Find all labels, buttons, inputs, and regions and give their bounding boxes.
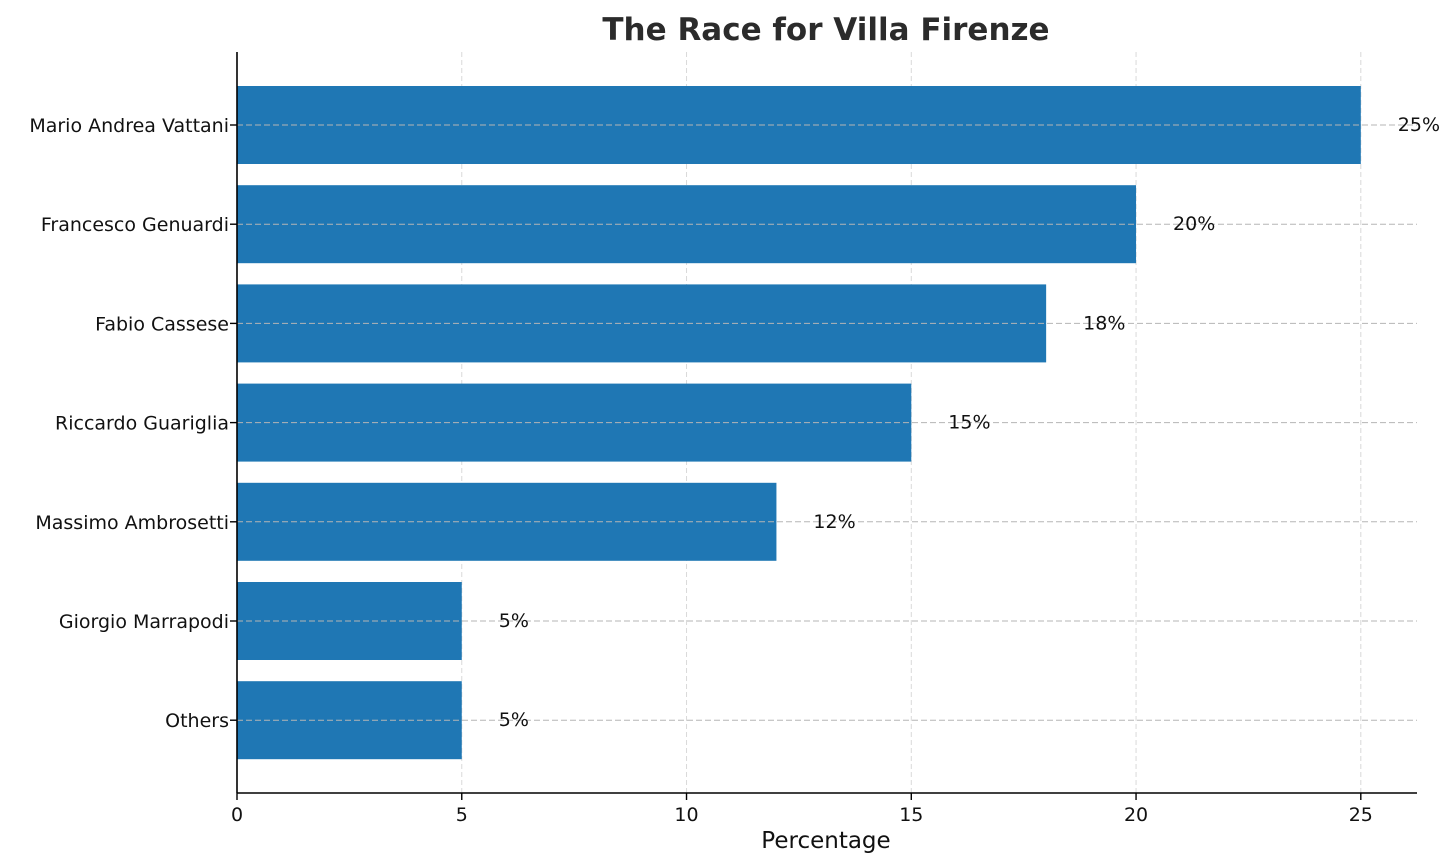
y-tick-label: Riccardo Guariglia	[55, 413, 229, 435]
bar	[237, 284, 1047, 363]
y-tick-label: Others	[165, 710, 229, 732]
y-tick-label: Massimo Ambrosetti	[35, 512, 229, 534]
axes-layer	[230, 52, 1417, 800]
y-tick-label: Mario Andrea Vattani	[29, 115, 229, 137]
y-tick-label: Giorgio Marrapodi	[59, 611, 229, 633]
x-axis-label: Percentage	[761, 828, 890, 854]
y-tick-label: Francesco Genuardi	[41, 214, 229, 236]
x-tick-label: 10	[674, 804, 698, 826]
labels-layer: 0 5 10 15 20 25 Mario Andrea Vattani Francesco …	[29, 114, 1440, 826]
y-tick-label: Fabio Cassese	[95, 313, 229, 335]
data-label: 20%	[1173, 213, 1215, 235]
x-tick-label: 0	[231, 804, 243, 826]
data-label: 25%	[1398, 114, 1440, 136]
chart-title: The Race for Villa Firenze	[602, 12, 1049, 48]
data-label: 5%	[499, 610, 529, 632]
x-tick-label: 20	[1124, 804, 1148, 826]
data-label: 5%	[499, 709, 529, 731]
data-label: 15%	[948, 412, 990, 434]
bar	[237, 482, 777, 561]
data-label: 12%	[813, 511, 855, 533]
x-tick-label: 5	[456, 804, 468, 826]
x-tick-label: 15	[899, 804, 923, 826]
data-label: 18%	[1083, 312, 1125, 334]
bar	[237, 185, 1137, 264]
x-tick-label: 25	[1349, 804, 1373, 826]
